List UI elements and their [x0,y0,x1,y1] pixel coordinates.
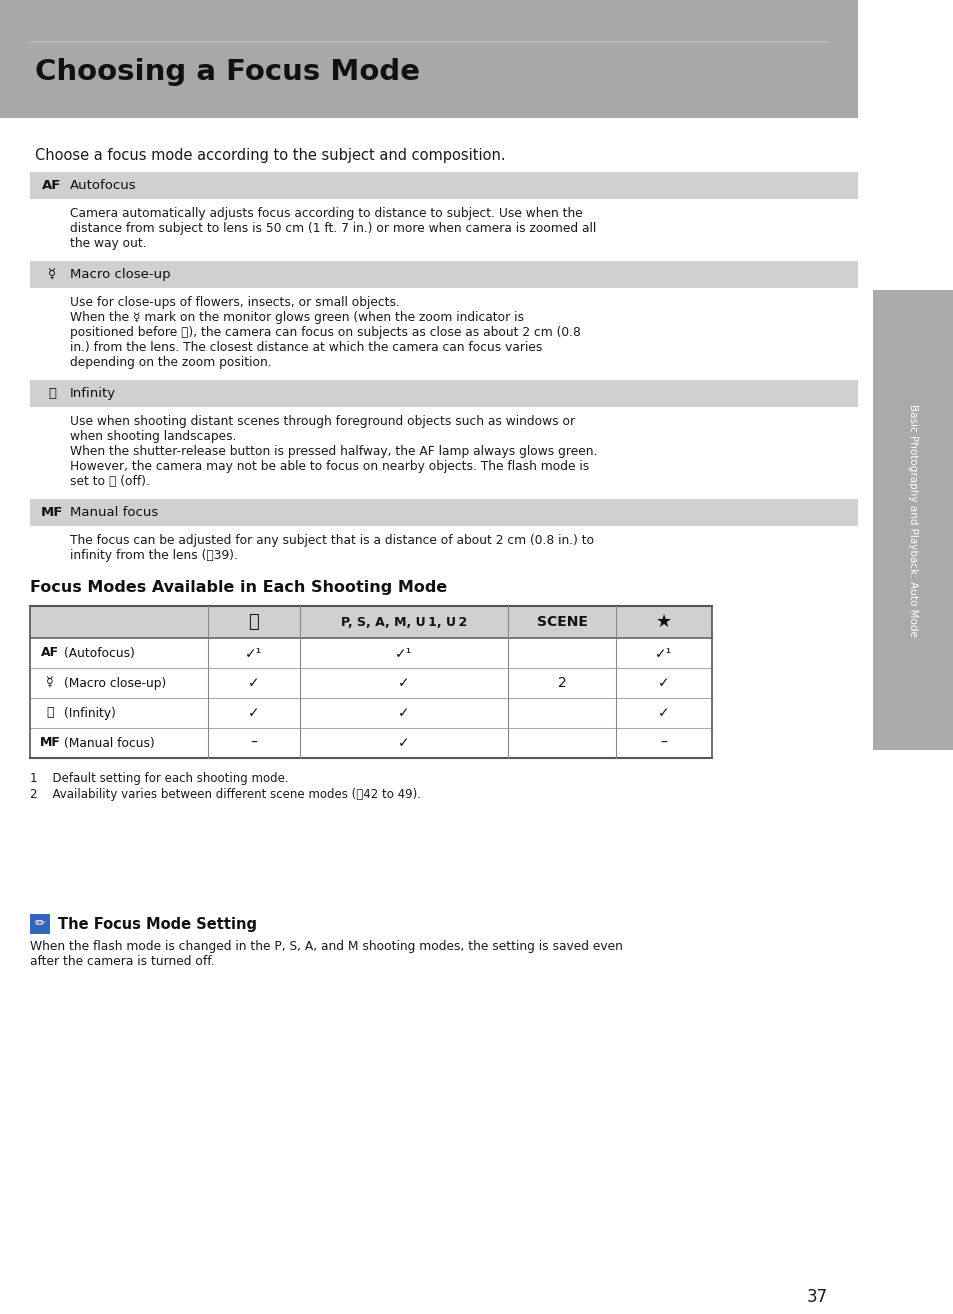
Text: ✓: ✓ [658,675,669,690]
Text: ✓: ✓ [658,706,669,720]
Text: Focus Modes Available in Each Shooting Mode: Focus Modes Available in Each Shooting M… [30,579,447,595]
Text: AF: AF [41,646,59,660]
Text: ☿: ☿ [48,268,56,281]
Text: Basic Photography and Playback: Auto Mode: Basic Photography and Playback: Auto Mod… [907,403,917,636]
Bar [30,172,857,198]
Text: when shooting landscapes.: when shooting landscapes. [70,430,236,443]
Text: positioned before ⛰), the camera can focus on subjects as close as about 2 cm (0: positioned before ⛰), the camera can foc… [70,326,580,339]
Text: distance from subject to lens is 50 cm (1 ft. 7 in.) or more when camera is zoom: distance from subject to lens is 50 cm (… [70,222,596,235]
Text: the way out.: the way out. [70,237,147,250]
Text: ✓¹: ✓¹ [395,646,413,660]
Text: Choose a focus mode according to the subject and composition.: Choose a focus mode according to the sub… [35,148,505,163]
Text: ☿: ☿ [46,677,53,690]
Text: Camera automatically adjusts focus according to distance to subject. Use when th: Camera automatically adjusts focus accor… [70,208,582,219]
Text: Infinity: Infinity [70,388,116,401]
Text: ✓: ✓ [397,675,410,690]
Text: Choosing a Focus Mode: Choosing a Focus Mode [35,58,419,85]
Text: (Manual focus): (Manual focus) [64,737,154,749]
Text: ✓: ✓ [397,706,410,720]
Text: 📷: 📷 [249,614,259,631]
Text: 1    Default setting for each shooting mode.: 1 Default setting for each shooting mode… [30,773,289,784]
Text: (Infinity): (Infinity) [64,707,115,720]
Text: ✓: ✓ [248,706,259,720]
Bar [30,380,857,407]
Text: 2: 2 [558,675,566,690]
Text: ✓¹: ✓¹ [655,646,672,660]
Text: Use for close-ups of flowers, insects, or small objects.: Use for close-ups of flowers, insects, o… [70,297,399,309]
Text: in.) from the lens. The closest distance at which the camera can focus varies: in.) from the lens. The closest distance… [70,340,542,353]
Text: When the flash mode is changed in the P, S, A, and M shooting modes, the setting: When the flash mode is changed in the P,… [30,940,622,953]
Text: ⛰: ⛰ [46,707,53,720]
Text: –: – [659,736,667,750]
Text: Macro close-up: Macro close-up [70,268,171,281]
Text: infinity from the lens (📶39).: infinity from the lens (📶39). [70,549,237,562]
Text: (Autofocus): (Autofocus) [64,646,134,660]
Text: after the camera is turned off.: after the camera is turned off. [30,955,214,968]
Text: The Focus Mode Setting: The Focus Mode Setting [58,916,256,932]
Text: Autofocus: Autofocus [70,179,136,192]
Bar [872,290,953,750]
Text: MF: MF [41,506,63,519]
Text: depending on the zoom position.: depending on the zoom position. [70,356,272,369]
Text: SCENE: SCENE [536,615,587,629]
Text: However, the camera may not be able to focus on nearby objects. The flash mode i: However, the camera may not be able to f… [70,460,589,473]
Bar [30,606,711,639]
Text: (Macro close-up): (Macro close-up) [64,677,166,690]
Text: AF: AF [42,179,62,192]
Bar [0,0,857,118]
Bar [30,499,857,527]
Text: Manual focus: Manual focus [70,506,158,519]
Text: When the shutter-release button is pressed halfway, the AF lamp always glows gre: When the shutter-release button is press… [70,445,597,459]
Text: ✓: ✓ [248,675,259,690]
Text: ★: ★ [656,614,671,631]
Text: ✏: ✏ [34,917,45,930]
Text: ⛰: ⛰ [48,388,56,401]
Text: When the ☿ mark on the monitor glows green (when the zoom indicator is: When the ☿ mark on the monitor glows gre… [70,311,523,325]
Bar [30,261,857,288]
Text: 37: 37 [806,1288,827,1306]
Text: Use when shooting distant scenes through foreground objects such as windows or: Use when shooting distant scenes through… [70,415,575,428]
Text: ✓: ✓ [397,736,410,750]
Text: P, S, A, M, U 1, U 2: P, S, A, M, U 1, U 2 [340,615,467,628]
Text: ✓¹: ✓¹ [245,646,262,660]
Text: MF: MF [39,737,60,749]
Text: 2    Availability varies between different scene modes (📳42 to 49).: 2 Availability varies between different … [30,788,420,802]
Text: –: – [251,736,257,750]
Text: set to ⓘ (off).: set to ⓘ (off). [70,474,150,487]
Bar [30,915,50,934]
Text: The focus can be adjusted for any subject that is a distance of about 2 cm (0.8 : The focus can be adjusted for any subjec… [70,535,594,548]
